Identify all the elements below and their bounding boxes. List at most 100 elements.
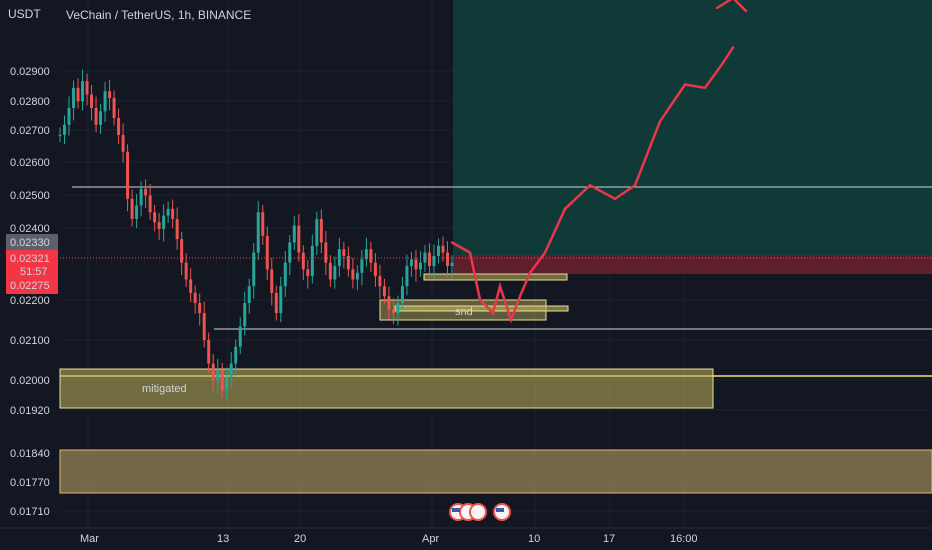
candle[interactable] [391,309,395,314]
snd-inner-zone[interactable] [394,305,569,312]
candle[interactable] [373,262,377,277]
candle[interactable] [423,252,427,263]
candle[interactable] [333,266,337,280]
candle[interactable] [130,198,134,219]
candle[interactable] [225,376,229,391]
candle[interactable] [270,269,274,293]
candle[interactable] [450,262,454,267]
time-axis[interactable]: Mar 13 20 Apr 10 17 16:00 [80,533,698,545]
candle[interactable] [387,296,391,310]
candle[interactable] [279,286,283,314]
candle[interactable] [171,208,175,219]
forecast-path[interactable] [450,46,735,324]
candle[interactable] [207,340,211,364]
candle[interactable] [396,303,400,314]
candle[interactable] [202,313,206,340]
candle[interactable] [67,107,71,125]
price-tick-label: 0.02600 [10,157,50,169]
candle[interactable] [162,215,166,230]
lower-demand-zone[interactable] [59,449,932,494]
candle[interactable] [409,259,413,267]
candle[interactable] [400,286,404,304]
candle[interactable] [252,252,256,287]
candle[interactable] [297,225,301,253]
candle[interactable] [144,188,148,196]
candle[interactable] [342,249,346,256]
candle[interactable] [126,151,130,199]
candle[interactable] [436,245,440,256]
candle[interactable] [351,269,355,280]
candle[interactable] [310,245,314,277]
candle[interactable] [378,276,382,287]
candlestick-series[interactable] [58,69,454,400]
candle[interactable] [90,94,94,108]
candle[interactable] [319,218,323,243]
candle[interactable] [288,242,292,263]
candle[interactable] [229,363,233,377]
candle[interactable] [76,87,80,102]
candle[interactable] [216,370,220,381]
candle[interactable] [261,212,265,236]
candle[interactable] [220,370,224,391]
economic-events[interactable] [449,503,511,521]
candle[interactable] [292,225,296,243]
candle[interactable] [121,134,125,152]
candle[interactable] [157,222,161,230]
candle[interactable] [301,252,305,270]
candle[interactable] [63,124,67,135]
candle[interactable] [193,292,197,304]
candle[interactable] [306,269,310,277]
candle[interactable] [355,272,359,280]
candle[interactable] [153,212,157,223]
candle[interactable] [283,262,287,287]
price-axis[interactable]: 0.02900 0.02800 0.02700 0.02600 0.02500 0.024… [10,66,50,518]
us-flag-icon[interactable] [469,503,487,521]
candle[interactable] [427,252,431,267]
candle[interactable] [81,81,85,102]
candle[interactable] [108,91,112,98]
candle[interactable] [180,239,184,263]
candle[interactable] [256,212,260,253]
candle[interactable] [328,262,332,280]
candle[interactable] [94,107,98,125]
candle[interactable] [148,195,152,213]
candle[interactable] [247,286,251,304]
candle[interactable] [369,249,373,263]
candle[interactable] [175,218,179,240]
candle[interactable] [117,118,121,135]
candle[interactable] [364,249,368,260]
candle[interactable] [103,91,107,112]
candle[interactable] [445,252,449,267]
candle[interactable] [274,292,278,314]
candle[interactable] [198,303,202,314]
candle[interactable] [405,266,409,287]
candle[interactable] [414,259,418,270]
candle[interactable] [58,134,62,136]
candle[interactable] [238,326,242,347]
candle[interactable] [346,255,350,270]
candle[interactable] [441,245,445,253]
candle[interactable] [265,235,269,270]
candle[interactable] [418,262,422,270]
candle[interactable] [211,363,215,381]
candle[interactable] [72,87,76,108]
candle[interactable] [324,242,328,263]
mitigated-zone[interactable] [59,368,714,409]
candle[interactable] [184,262,188,280]
candle[interactable] [139,188,143,206]
candle[interactable] [243,303,247,327]
candle[interactable] [166,208,170,216]
candle[interactable] [189,279,193,293]
upper-small-zone[interactable] [423,273,568,281]
candle[interactable] [99,111,103,125]
candle[interactable] [112,97,116,119]
candle[interactable] [85,81,89,95]
candle[interactable] [360,259,364,273]
candle[interactable] [234,346,238,364]
candle[interactable] [432,255,436,267]
candle[interactable] [135,205,139,219]
chart-title[interactable]: VeChain / TetherUS, 1h, BINANCE [66,8,251,22]
candle[interactable] [315,218,319,246]
candle[interactable] [382,286,386,297]
